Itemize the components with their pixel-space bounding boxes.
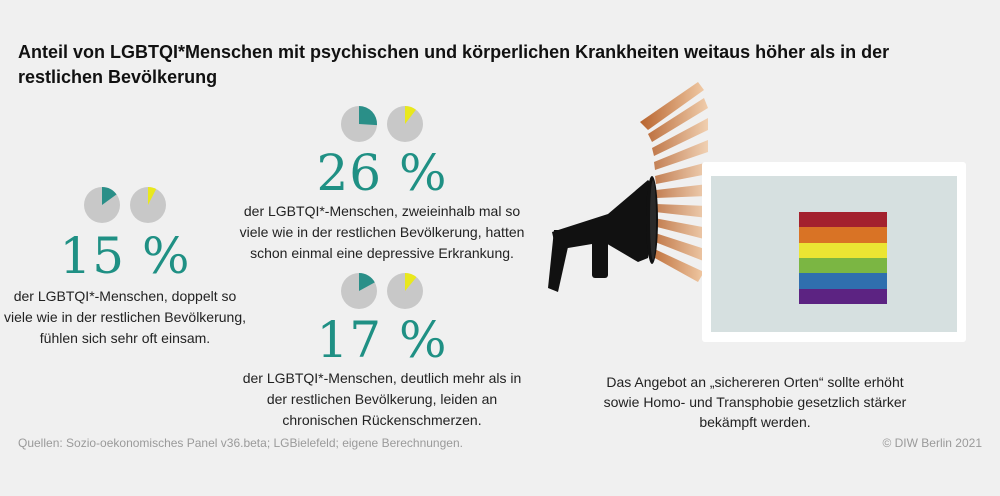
flag-stripe-yellow — [799, 242, 887, 258]
flag-stripe-blue — [799, 273, 887, 289]
poster — [702, 162, 966, 342]
poster-screen — [711, 176, 957, 332]
pie-depression-rest-slice — [405, 106, 416, 124]
pie-lonely-rest — [130, 187, 166, 223]
stat-lonely: 15 % der LGBTQI*-Menschen, doppelt so vi… — [0, 186, 250, 349]
megaphone-body — [548, 176, 658, 292]
desc-depression: der LGBTQI*-Menschen, zweieinhalb mal so… — [239, 203, 525, 261]
rainbow-flag-icon — [799, 212, 887, 304]
value-lonely: 15 % — [59, 227, 191, 285]
call-to-action: Das Angebot an „sichereren Orten“ sollte… — [603, 374, 907, 430]
value-depression: 26 % — [316, 144, 448, 202]
desc-backpain: der LGBTQI*-Menschen, deutlich mehr als … — [242, 370, 522, 428]
pie-lonely-lgbtqi — [84, 187, 120, 223]
megaphone-icon — [548, 82, 708, 292]
chart-title: Anteil von LGBTQI*Menschen mit psychisch… — [18, 42, 890, 87]
pie-backpain-lgbtqi-slice — [359, 273, 375, 291]
pie-depression-lgbtqi-slice — [359, 106, 377, 126]
source-note: Quellen: Sozio-oekonomisches Panel v36.b… — [18, 436, 463, 450]
pie-pair-depression — [232, 105, 532, 143]
flag-stripe-red — [799, 212, 887, 228]
pie-lonely-lgbtqi-slice — [102, 187, 117, 205]
copyright: © DIW Berlin 2021 — [882, 436, 982, 450]
pie-backpain-rest-slice — [405, 273, 417, 291]
pie-backpain-rest — [387, 273, 423, 309]
flag-stripe-green — [799, 257, 887, 274]
pie-backpain-lgbtqi — [341, 273, 377, 309]
flag-stripe-orange — [799, 227, 887, 243]
pie-depression-rest — [387, 106, 423, 142]
value-backpain: 17 % — [316, 311, 448, 369]
pie-lonely-rest-slice — [148, 187, 157, 205]
pie-depression-lgbtqi — [341, 106, 377, 142]
pie-pair-lonely — [0, 186, 250, 224]
pie-pair-backpain — [232, 272, 532, 310]
stat-backpain: 17 % der LGBTQI*-Menschen, deutlich mehr… — [232, 272, 532, 431]
flag-stripe-purple — [799, 288, 887, 304]
megaphone-rays — [640, 82, 708, 282]
desc-lonely: der LGBTQI*-Menschen, doppelt so viele w… — [3, 288, 246, 346]
stat-depression: 26 % der LGBTQI*-Menschen, zweieinhalb m… — [232, 105, 532, 264]
